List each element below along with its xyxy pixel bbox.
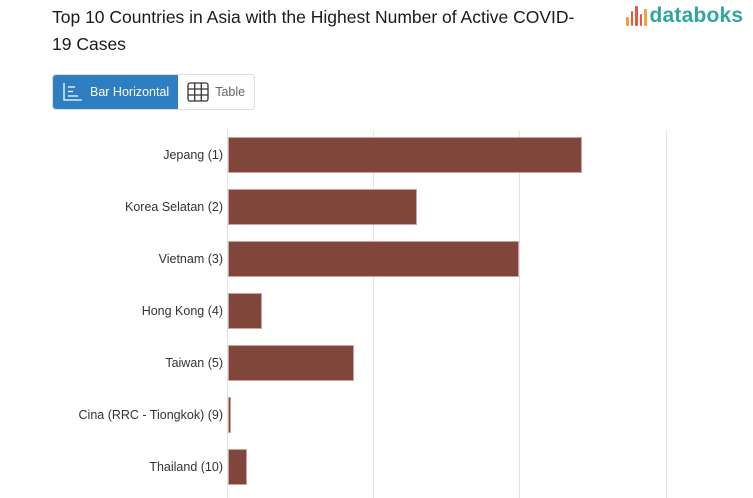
chart-title: Top 10 Countries in Asia with the Highes… [52, 7, 575, 54]
view-toggle: Bar Horizontal Table [52, 74, 256, 110]
gridline [373, 130, 374, 498]
category-label: Vietnam (3) [158, 252, 223, 266]
gridline [519, 130, 520, 498]
bar[interactable] [228, 293, 262, 329]
bar[interactable] [228, 449, 248, 485]
logo-text: databoks [649, 4, 744, 27]
table-label: Table [215, 85, 246, 99]
category-label: Hong Kong (4) [141, 304, 223, 318]
category-label: Jepang (1) [163, 148, 223, 162]
bar-row: Vietnam (3) [0, 241, 753, 278]
bar-row: Thailand (10) [0, 449, 753, 486]
logo-bars-icon [626, 6, 647, 26]
category-label: Cina (RRC - Tiongkok) (9) [78, 408, 223, 422]
bar[interactable] [228, 189, 417, 225]
bar-horizontal-button[interactable]: Bar Horizontal [53, 75, 179, 109]
bar-row: Cina (RRC - Tiongkok) (9) [0, 397, 753, 434]
category-label: Korea Selatan (2) [125, 200, 223, 214]
table-button[interactable]: Table [178, 75, 255, 109]
bar-chart-icon [63, 83, 82, 101]
databoks-logo[interactable]: databoks [626, 4, 743, 28]
gridline [666, 130, 667, 498]
axis-line [227, 130, 228, 498]
category-label: Thailand (10) [149, 460, 223, 474]
bar[interactable] [228, 137, 583, 173]
bar[interactable] [228, 345, 354, 381]
bar-chart: Jepang (1) Korea Selatan (2) Vietnam (3) Ho… [0, 130, 753, 498]
bar[interactable] [228, 241, 520, 277]
category-label: Taiwan (5) [165, 356, 223, 370]
bar-row: Taiwan (5) [0, 345, 753, 382]
bar-horizontal-label: Bar Horizontal [90, 85, 170, 99]
table-grid-icon [187, 82, 209, 102]
bar-row: Jepang (1) [0, 137, 753, 174]
bar[interactable] [228, 397, 231, 433]
bar-row: Hong Kong (4) [0, 293, 753, 330]
bar-row: Korea Selatan (2) [0, 189, 753, 226]
